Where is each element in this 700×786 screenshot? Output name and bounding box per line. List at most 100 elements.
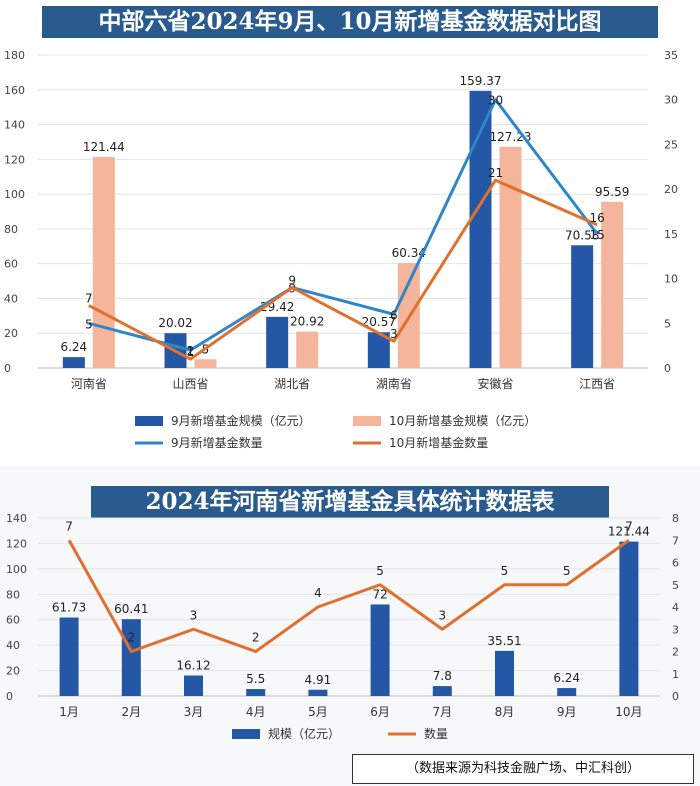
chart2-line-data-label: 5 [563, 564, 571, 578]
chart1-bar [571, 245, 594, 368]
chart1-legend-label: 10月新增基金规模（亿元） [389, 413, 536, 428]
chart1-y-tick-label: 100 [4, 188, 25, 201]
chart1-line-data-label: 9 [288, 274, 296, 288]
chart1-bar-data-label: 121.44 [83, 140, 125, 154]
chart2-y2-tick-label: 6 [672, 557, 679, 570]
chart1-y2-tick-label: 20 [664, 183, 678, 196]
chart1-legend-swatch [353, 416, 381, 426]
chart2-y2-tick-label: 0 [672, 690, 679, 703]
chart2-line-data-label: 7 [65, 519, 73, 533]
chart2-bar-data-label: 72 [372, 587, 387, 601]
chart2-line-data-label: 3 [438, 608, 446, 622]
chart2-y2-tick-label: 7 [672, 534, 679, 547]
chart2-x-tick-label: 5月 [308, 705, 328, 719]
chart1-bar-data-label: 20.92 [290, 315, 324, 329]
chart2-bar [557, 688, 577, 696]
chart1-y-tick-label: 80 [4, 223, 18, 236]
chart1-y-tick-label: 180 [4, 49, 25, 62]
chart1-bar [194, 359, 217, 368]
chart2-bar [308, 689, 328, 696]
chart1-y2-tick-label: 30 [664, 94, 678, 107]
chart2-line-data-label: 4 [314, 586, 322, 600]
chart2-x-tick-label: 9月 [557, 705, 577, 719]
chart2-line-data-label: 5 [501, 564, 509, 578]
chart2-line-data-label: 2 [127, 631, 135, 645]
chart1-y-tick-label: 160 [4, 84, 25, 97]
chart2-bar-data-label: 16.12 [176, 659, 210, 673]
chart1-y-tick-label: 60 [4, 258, 18, 271]
chart1-bar [296, 331, 319, 368]
chart2-bar-data-label: 5.5 [246, 672, 265, 686]
chart1-bar-data-label: 70.58 [565, 228, 599, 242]
chart1-y-tick-label: 120 [4, 153, 25, 166]
chart2-title: 2024年河南省新增基金具体统计数据表 [91, 486, 609, 518]
chart2-y2-tick-label: 1 [672, 668, 679, 681]
chart2-y-tick-label: 80 [6, 588, 20, 601]
chart1-y2-tick-label: 0 [664, 362, 671, 375]
chart1-bar-data-label: 6.24 [60, 340, 87, 354]
chart2-bar [619, 541, 639, 696]
chart1-line-data-label: 16 [590, 211, 605, 225]
chart1-bar-data-label: 95.59 [595, 185, 629, 199]
chart1-y-tick-label: 20 [4, 327, 18, 340]
chart1-bar [499, 146, 522, 368]
chart2-bar-data-label: 6.24 [553, 671, 580, 685]
chart2-bar-data-label: 61.73 [52, 601, 86, 615]
chart1-svg: 02040608010012014016018005101520253035河南… [4, 49, 678, 450]
chart2-series-line [67, 539, 630, 653]
chart2-bar [184, 675, 203, 696]
chart2-line-data-label: 7 [625, 519, 633, 533]
chart1-x-tick-label: 河南省 [71, 376, 107, 391]
chart1-bar-data-label: 20.57 [362, 315, 396, 329]
chart1-x-tick-label: 山西省 [172, 377, 208, 391]
chart1-series-line [88, 178, 598, 361]
chart1-line-data-label: 2 [187, 344, 195, 358]
chart2-bar-data-label: 35.51 [487, 634, 521, 648]
chart1-line-data-label: 30 [488, 94, 503, 108]
chart1-bar [601, 201, 624, 368]
chart1-y2-tick-label: 5 [664, 317, 671, 330]
chart1-bar [367, 332, 390, 368]
chart2-bar [121, 619, 141, 696]
chart2-x-tick-label: 6月 [370, 705, 390, 719]
chart1-line-data-label: 6 [390, 308, 398, 322]
chart2-legend-swatch [232, 729, 260, 739]
chart1-line-data-label: 5 [85, 317, 93, 331]
chart1-y2-tick-label: 15 [664, 228, 678, 241]
chart2-bar [59, 617, 79, 696]
chart2-y2-tick-label: 2 [672, 646, 679, 659]
chart1-legend-label: 9月新增基金规模（亿元） [171, 413, 311, 428]
chart1-y-tick-label: 0 [4, 362, 11, 375]
chart2-y-tick-label: 140 [6, 512, 27, 525]
chart2-x-tick-label: 1月 [59, 705, 79, 719]
chart2-y-tick-label: 40 [6, 639, 20, 652]
chart1-x-tick-label: 湖南省 [376, 376, 412, 391]
chart2-line-data-label: 5 [376, 564, 384, 578]
chart1-y2-tick-label: 10 [664, 273, 678, 286]
chart1-y-tick-label: 140 [4, 119, 25, 132]
chart1-legend-label: 10月新增基金数量 [389, 435, 488, 450]
chart2-bar [370, 604, 390, 696]
chart2-bar-data-label: 121.44 [608, 525, 650, 539]
chart1-y2-tick-label: 25 [664, 138, 678, 151]
source-note: （数据来源为科技金融广场、中汇科创） [352, 754, 694, 784]
chart1-panel [0, 0, 700, 466]
chart2-x-tick-label: 3月 [184, 705, 204, 719]
chart1-y-tick-label: 40 [4, 292, 18, 305]
chart2-bar-data-label: 7.8 [433, 669, 452, 683]
chart2-bar-data-label: 4.91 [305, 673, 332, 687]
chart1-legend-swatch [135, 416, 163, 426]
chart1-bar-data-label: 20.02 [158, 316, 192, 330]
chart2-line-data-label: 2 [252, 631, 260, 645]
chart1-x-tick-label: 湖北省 [274, 376, 310, 391]
chart2-y-tick-label: 60 [6, 614, 20, 627]
chart1-line-data-label: 21 [488, 166, 503, 180]
chart2-svg: 0 20 40 60 80 100 120 140 0 1 2 3 4 5 6 7 8 1月 2月 3月 4月 5月 6月 7… [6, 512, 679, 741]
chart2-x-tick-label: 4月 [246, 705, 266, 719]
chart1-bar [469, 90, 492, 368]
chart2-y-tick-label: 120 [6, 537, 27, 550]
chart1-series-line [88, 98, 599, 352]
chart1-bar [62, 357, 85, 368]
chart2-x-tick-label: 10月 [615, 705, 642, 719]
chart2-y2-tick-label: 8 [672, 512, 679, 525]
